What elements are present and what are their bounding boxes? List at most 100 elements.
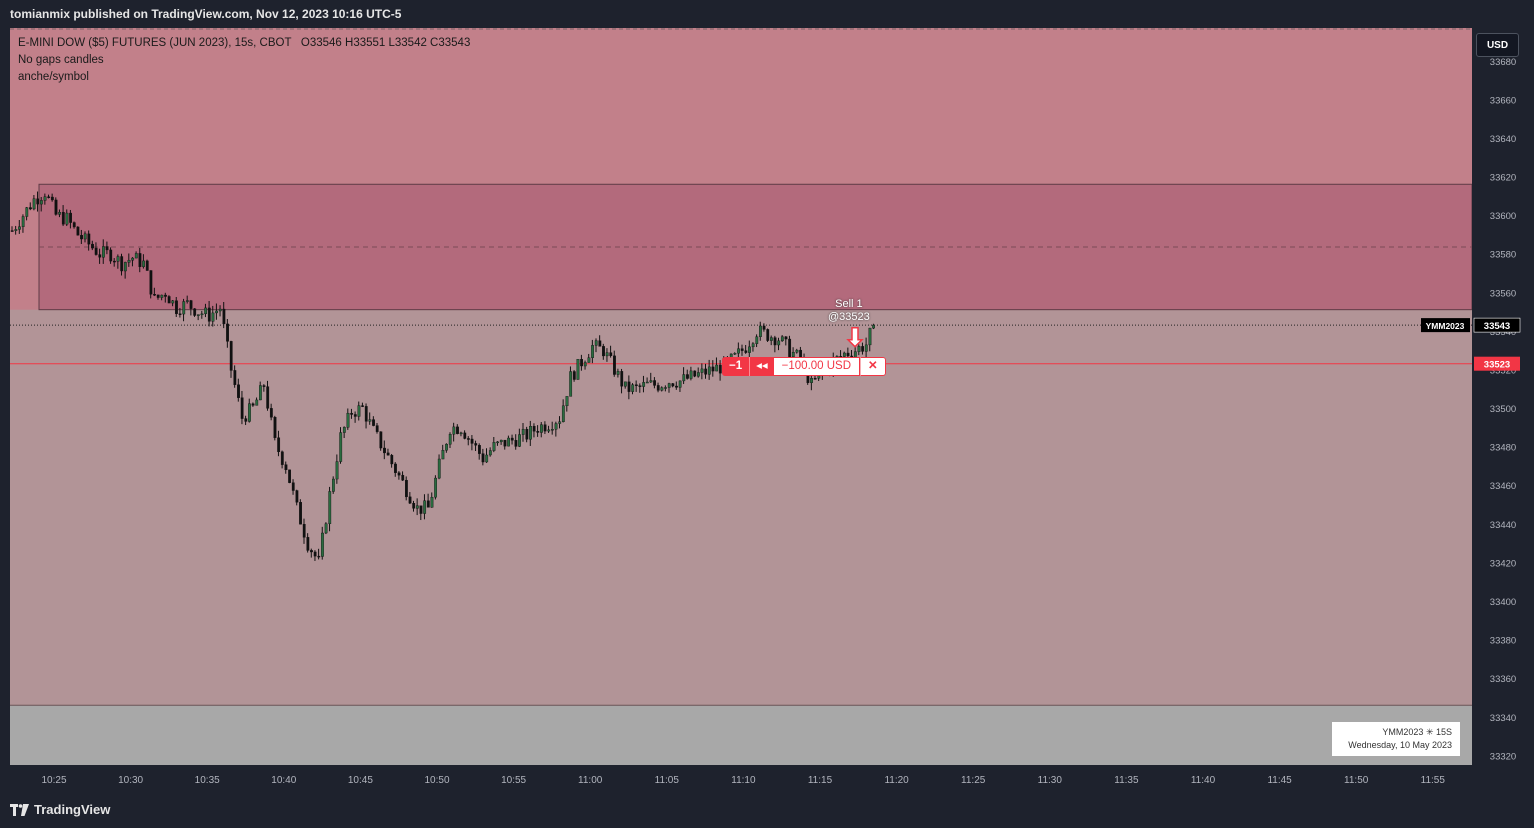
candle-body[interactable] [171, 300, 175, 304]
candle-body[interactable] [288, 469, 291, 483]
candle-body[interactable] [437, 458, 441, 479]
candle-body[interactable] [463, 432, 467, 439]
candle-body[interactable] [620, 371, 624, 387]
candle-body[interactable] [306, 537, 310, 551]
candle-body[interactable] [543, 424, 547, 432]
candle-body[interactable] [711, 366, 715, 372]
candle-body[interactable] [21, 216, 25, 227]
candle-body[interactable] [156, 294, 160, 298]
candle-body[interactable] [456, 426, 459, 434]
candle-body[interactable] [379, 431, 383, 449]
candle-body[interactable] [488, 450, 492, 456]
candle-body[interactable] [14, 229, 18, 231]
candle-body[interactable] [605, 352, 609, 357]
candle-body[interactable] [72, 222, 76, 228]
candle-body[interactable] [492, 442, 496, 451]
legend-indicator-2[interactable]: anche/symbol [18, 71, 89, 83]
candle-body[interactable] [251, 403, 255, 406]
candle-body[interactable] [164, 294, 167, 297]
candle-body[interactable] [634, 384, 638, 386]
candle-body[interactable] [394, 463, 397, 473]
candle-body[interactable] [624, 381, 627, 387]
candle-body[interactable] [310, 550, 313, 553]
candle-body[interactable] [280, 451, 284, 465]
candle-body[interactable] [36, 198, 40, 205]
candle-body[interactable] [361, 405, 364, 407]
candle-body[interactable] [357, 405, 361, 417]
candle-body[interactable] [87, 233, 91, 245]
candle-body[interactable] [273, 417, 277, 438]
candle-body[interactable] [864, 344, 868, 352]
candle-body[interactable] [98, 254, 102, 258]
candle-body[interactable] [554, 423, 558, 430]
candle-body[interactable] [656, 385, 660, 391]
candle-body[interactable] [426, 500, 430, 508]
candle-body[interactable] [707, 366, 711, 375]
candle-body[interactable] [25, 207, 29, 217]
candle-body[interactable] [215, 310, 218, 314]
candle-body[interactable] [558, 421, 562, 424]
candle-body[interactable] [499, 439, 503, 443]
candle-body[interactable] [748, 346, 751, 353]
candle-body[interactable] [145, 260, 149, 271]
legend-symbol[interactable]: E-MINI DOW ($5) FUTURES (JUN 2023), 15s,… [18, 37, 292, 49]
candle-body[interactable] [598, 340, 602, 347]
candle-body[interactable] [642, 382, 646, 387]
candle-body[interactable] [572, 371, 576, 380]
candle-body[interactable] [613, 355, 616, 375]
candle-body[interactable] [766, 329, 770, 341]
candle-body[interactable] [91, 243, 94, 249]
candle-body[interactable] [94, 247, 98, 255]
candle-body[interactable] [83, 233, 87, 240]
candle-body[interactable] [226, 323, 229, 342]
candle-body[interactable] [649, 380, 653, 383]
candle-body[interactable] [61, 212, 65, 225]
candle-body[interactable] [700, 368, 704, 373]
candle-body[interactable] [47, 196, 51, 198]
candle-body[interactable] [277, 437, 281, 453]
candle-body[interactable] [116, 256, 120, 262]
candle-body[interactable] [134, 253, 138, 259]
candle-body[interactable] [759, 325, 762, 337]
candle-body[interactable] [737, 348, 740, 354]
candle-body[interactable] [43, 196, 47, 201]
candle-body[interactable] [594, 340, 598, 346]
candle-body[interactable] [386, 452, 390, 456]
candle-body[interactable] [200, 313, 204, 316]
candle-body[interactable] [390, 454, 394, 465]
candle-body[interactable] [149, 270, 153, 295]
candle-body[interactable] [810, 378, 813, 383]
candle-body[interactable] [529, 426, 532, 440]
candle-body[interactable] [346, 412, 350, 428]
candle-body[interactable] [313, 551, 317, 557]
candle-body[interactable] [616, 371, 620, 375]
price-axis[interactable] [1472, 28, 1522, 793]
candle-body[interactable] [189, 300, 193, 309]
candle-body[interactable] [664, 387, 667, 389]
candle-body[interactable] [401, 474, 405, 481]
candle-body[interactable] [686, 374, 689, 379]
candle-body[interactable] [262, 385, 266, 387]
candle-body[interactable] [704, 368, 708, 375]
candle-body[interactable] [196, 314, 200, 316]
candle-body[interactable] [795, 349, 799, 353]
candle-body[interactable] [419, 505, 423, 514]
position-pill[interactable]: −1 ◂◂ −100.00 USD ✕ [722, 357, 886, 376]
candle-body[interactable] [58, 212, 62, 215]
candle-body[interactable] [185, 300, 189, 302]
reverse-arrows-icon[interactable]: ◂◂ [749, 357, 774, 376]
candle-body[interactable] [784, 336, 788, 340]
candle-body[interactable] [109, 249, 113, 262]
candle-body[interactable] [335, 461, 339, 480]
candle-body[interactable] [587, 357, 591, 363]
candle-body[interactable] [740, 348, 744, 351]
candle-body[interactable] [452, 426, 456, 435]
candle-body[interactable] [412, 502, 416, 509]
candle-body[interactable] [32, 198, 36, 210]
candle-body[interactable] [762, 325, 766, 330]
candle-body[interactable] [755, 336, 759, 344]
candle-body[interactable] [788, 338, 792, 358]
currency-button[interactable]: USD [1476, 33, 1519, 57]
candle-body[interactable] [843, 352, 846, 357]
candle-body[interactable] [467, 438, 470, 440]
